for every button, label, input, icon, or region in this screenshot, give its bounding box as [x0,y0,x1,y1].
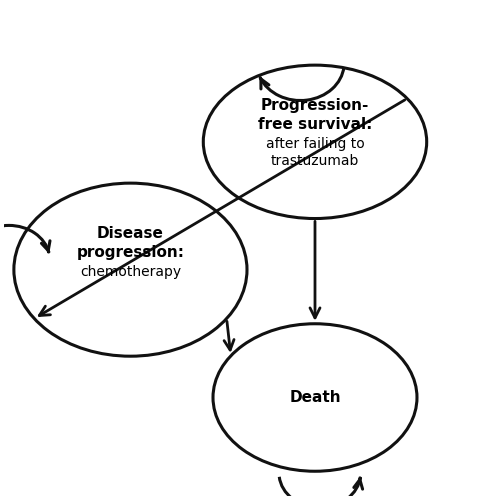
Ellipse shape [14,183,247,356]
Text: Disease
progression:: Disease progression: [77,226,184,260]
Text: chemotherapy: chemotherapy [80,265,181,279]
Text: Death: Death [289,390,341,405]
Ellipse shape [204,65,427,218]
Text: after failing to
trastuzumab: after failing to trastuzumab [266,137,365,168]
Text: Progression-
free survival:: Progression- free survival: [258,98,372,132]
Ellipse shape [213,324,417,471]
